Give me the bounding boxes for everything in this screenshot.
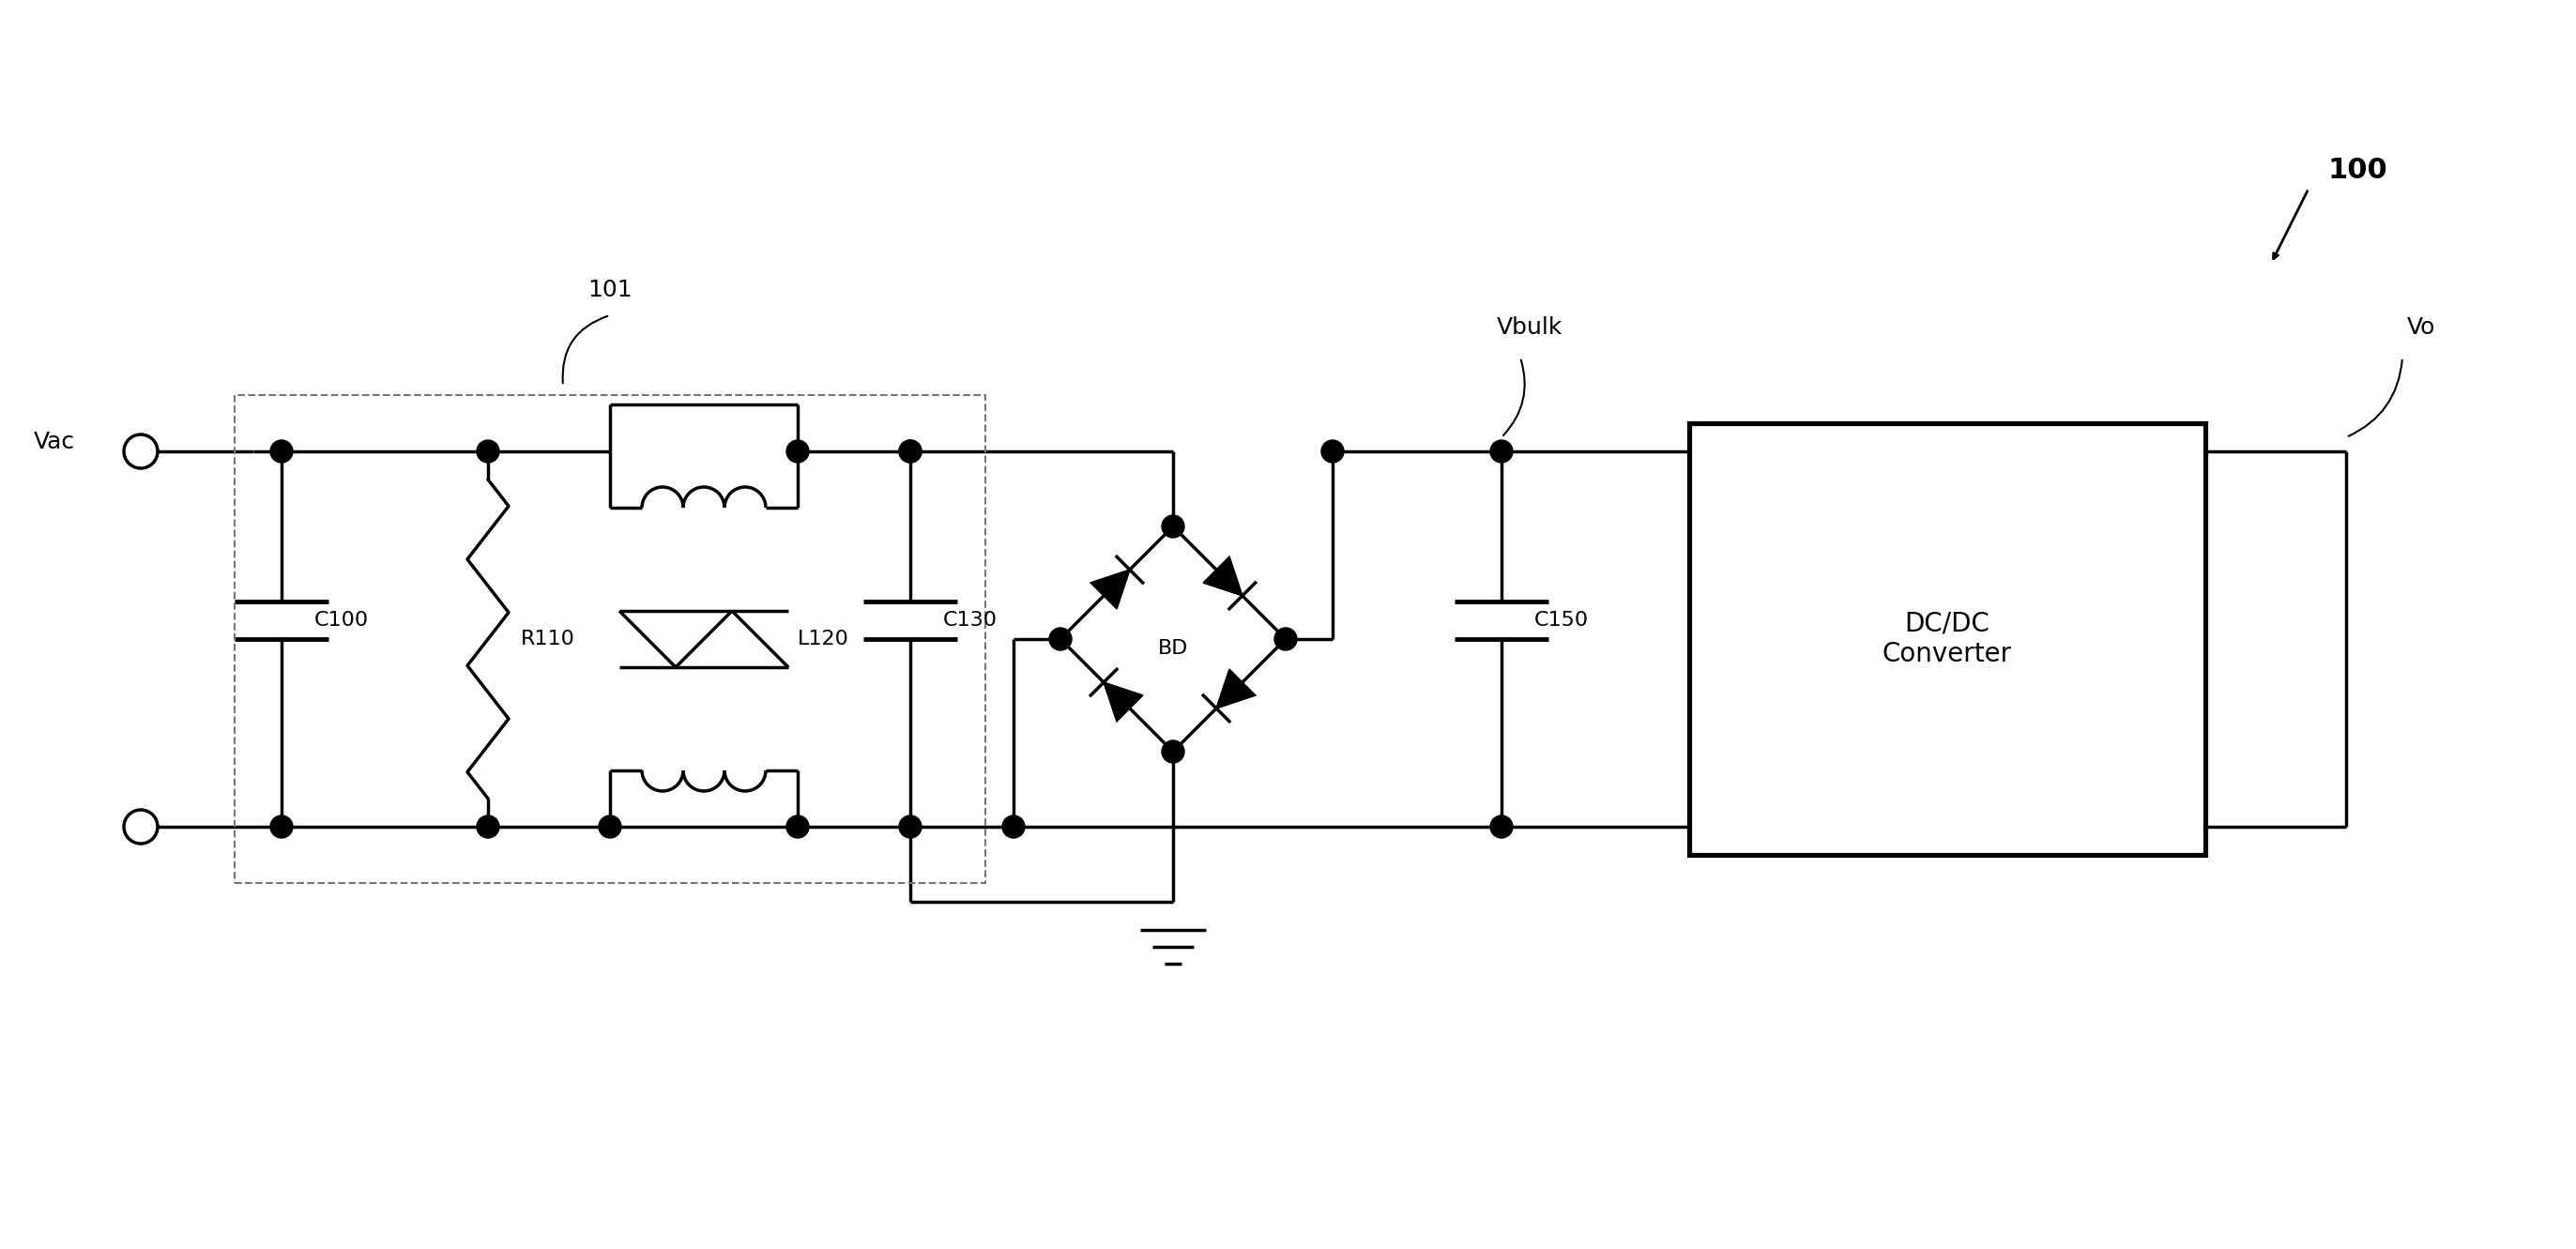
Circle shape [477, 816, 500, 838]
Circle shape [1002, 816, 1025, 838]
Circle shape [1321, 440, 1345, 462]
Polygon shape [1216, 669, 1255, 708]
Circle shape [270, 440, 294, 462]
Circle shape [786, 816, 809, 838]
Polygon shape [1090, 570, 1131, 608]
Circle shape [899, 440, 922, 462]
Polygon shape [1103, 682, 1144, 722]
Polygon shape [1203, 557, 1242, 596]
Circle shape [1162, 515, 1185, 538]
Circle shape [899, 816, 922, 838]
Text: BD: BD [1157, 639, 1188, 658]
Circle shape [1492, 440, 1512, 462]
Text: Vo: Vo [2406, 316, 2434, 338]
Text: 101: 101 [587, 279, 631, 301]
Text: Vac: Vac [33, 431, 75, 453]
Circle shape [1275, 628, 1296, 651]
FancyBboxPatch shape [1690, 423, 2205, 854]
Circle shape [270, 816, 294, 838]
Text: R110: R110 [520, 629, 574, 648]
Circle shape [899, 440, 922, 462]
Text: C130: C130 [943, 611, 997, 629]
Circle shape [1048, 628, 1072, 651]
Circle shape [1162, 741, 1185, 763]
Text: C100: C100 [314, 611, 368, 629]
Circle shape [1492, 816, 1512, 838]
Circle shape [598, 816, 621, 838]
Text: 100: 100 [2326, 156, 2388, 184]
Text: Vbulk: Vbulk [1497, 316, 1564, 338]
Text: C150: C150 [1535, 611, 1589, 629]
Circle shape [786, 440, 809, 462]
Text: L120: L120 [799, 629, 850, 648]
Text: DC/DC
Converter: DC/DC Converter [1883, 611, 2012, 667]
Circle shape [477, 440, 500, 462]
